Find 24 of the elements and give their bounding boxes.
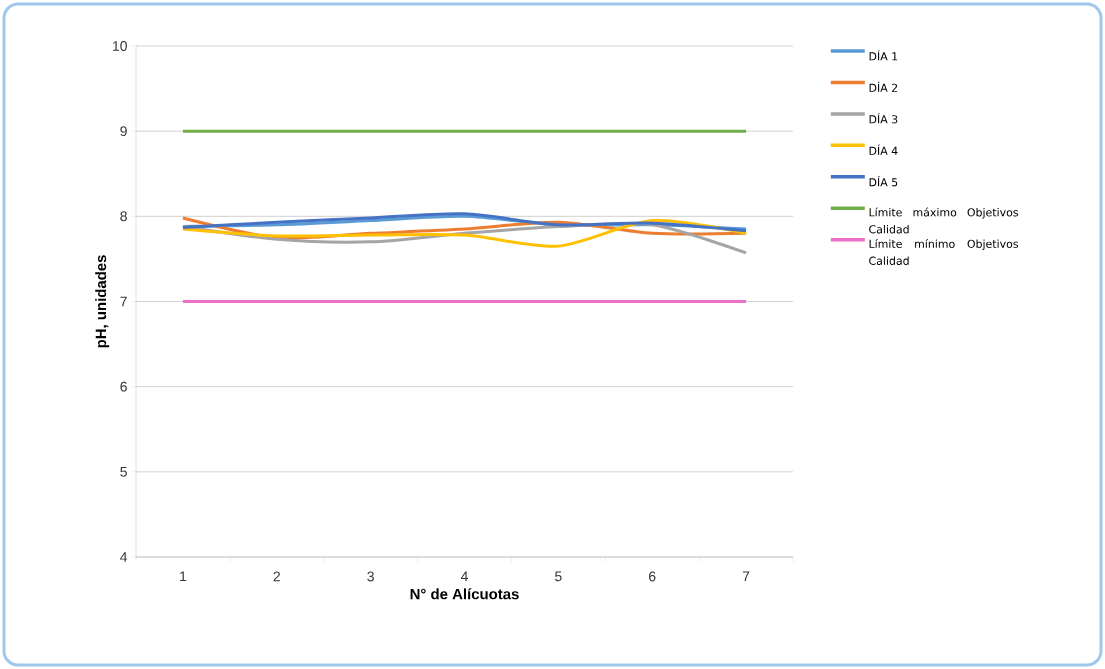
legend-label: DÍA 2 — [869, 81, 898, 92]
y-tick-label: 8 — [120, 211, 127, 222]
x-tick-label: 3 — [367, 571, 374, 582]
x-tick-label: 6 — [649, 571, 656, 582]
line-series — [181, 218, 748, 248]
x-tick-label: 1 — [180, 571, 187, 582]
x-tick-label: 4 — [460, 571, 468, 582]
x-tick-label: 5 — [555, 571, 562, 582]
legend-label: DÍA 1 — [869, 50, 898, 61]
legend-label: Límite mínimo Objetivos Calidad — [869, 239, 1018, 265]
legend-label: DÍA 5 — [869, 176, 898, 187]
y-tick-label: 10 — [113, 41, 127, 51]
legend-label: DÍA 4 — [869, 144, 898, 155]
x-tick-label: 7 — [742, 571, 750, 582]
x-tick-label: 2 — [273, 571, 280, 582]
y-tick-label: 7 — [120, 296, 127, 307]
y-tick-label: 6 — [120, 381, 127, 392]
y-tick-label: 9 — [120, 126, 127, 137]
legend-label: DÍA 3 — [869, 113, 898, 124]
y-axis-title: pH, unidades — [95, 255, 110, 348]
y-tick-label: 4 — [120, 552, 128, 562]
x-axis-title: N° de Alícuotas — [410, 588, 519, 600]
y-tick-label: 5 — [120, 466, 127, 477]
legend-label: Límite máximo Objetivos Calidad — [869, 207, 1018, 234]
